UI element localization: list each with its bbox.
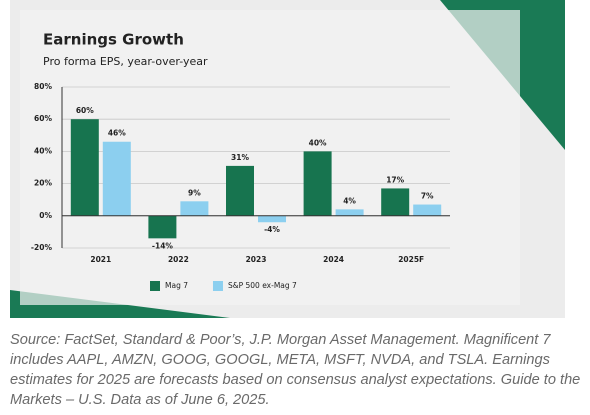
y-tick-label: 20% [34, 179, 52, 188]
bar [102, 141, 131, 216]
value-label: 7% [421, 192, 434, 201]
bar [413, 204, 442, 216]
value-label: 60% [76, 106, 94, 115]
x-tick-label: 2025F [398, 255, 424, 264]
value-label: 31% [231, 153, 249, 162]
chart: Earnings Growth Pro forma EPS, year-over… [10, 0, 565, 318]
y-tick-label: -20% [31, 243, 53, 252]
chart-title: Earnings Growth [43, 31, 184, 49]
value-label: -4% [264, 225, 280, 234]
value-label: -14% [152, 241, 174, 250]
bar [381, 188, 410, 216]
bar [70, 119, 99, 216]
y-tick-label: 60% [34, 114, 52, 123]
legend-label: S&P 500 ex-Mag 7 [228, 281, 297, 290]
x-tick-label: 2024 [323, 255, 344, 264]
value-label: 9% [188, 188, 201, 197]
x-tick-label: 2023 [246, 255, 267, 264]
value-label: 4% [343, 196, 356, 205]
bar [180, 201, 209, 216]
bar [148, 215, 177, 239]
x-tick-label: 2022 [168, 255, 189, 264]
legend-swatch [212, 281, 223, 291]
caption: Source: FactSet, Standard & Poor’s, J.P.… [10, 332, 581, 408]
value-label: 17% [386, 175, 404, 184]
legend-label: Mag 7 [165, 281, 188, 290]
value-label: 46% [108, 129, 126, 138]
x-tick-label: 2021 [90, 255, 111, 264]
bar [226, 165, 254, 216]
y-tick-label: 80% [34, 82, 52, 91]
bar [335, 209, 364, 216]
value-label: 40% [309, 138, 327, 147]
y-tick-label: 0% [39, 211, 52, 220]
bar [303, 151, 332, 216]
chart-subtitle: Pro forma EPS, year-over-year [43, 55, 208, 68]
bar [258, 215, 286, 223]
legend-swatch [150, 281, 160, 291]
y-tick-label: 40% [34, 146, 52, 155]
